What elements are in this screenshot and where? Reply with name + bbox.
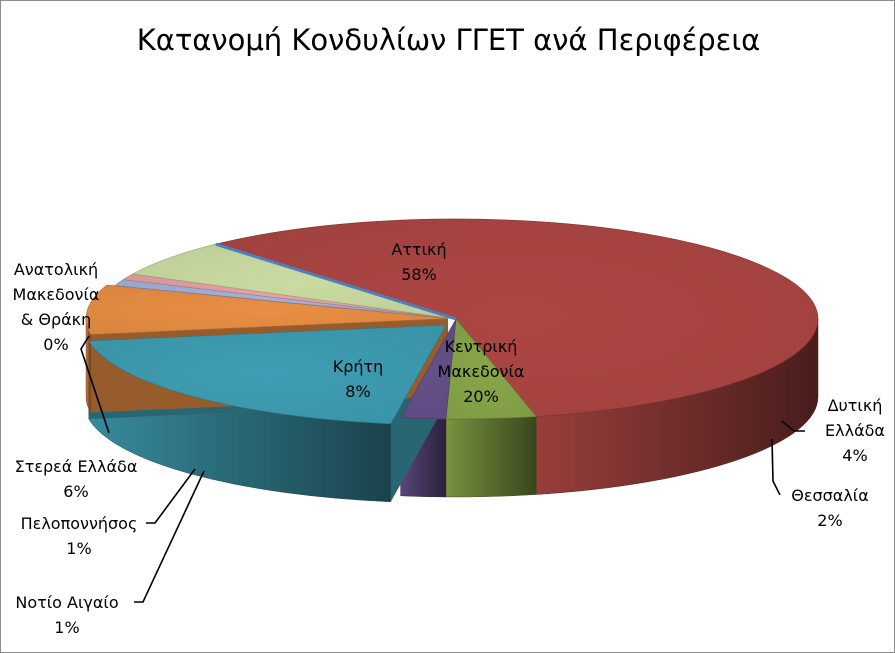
leader-lines [80, 335, 805, 603]
data-label-line: Ανατολική [14, 260, 98, 279]
leader-line-3 [146, 468, 196, 524]
leader-line-1 [771, 438, 781, 496]
data-label-line: Θεσσαλία [791, 486, 869, 505]
data-label-line: & Θράκη [21, 310, 91, 329]
data-label-line: 0% [43, 335, 68, 354]
leader-line-4 [80, 335, 110, 434]
data-labels: Αττική 58% Δυτική Ελλάδα 4% Θεσσαλία 2% Κεντρικ… [13, 240, 885, 637]
data-label-line: Νοτίο Αιγαίο [15, 593, 118, 612]
pie-top [85, 218, 819, 425]
data-label-line: Κρήτη [333, 357, 384, 376]
data-label-line: 2% [817, 511, 842, 530]
data-label-1: Δυτική Ελλάδα 4% [825, 396, 885, 465]
data-label-5: Νοτίο Αιγαίο 1% [15, 593, 118, 637]
pie-slice-3 [88, 324, 447, 425]
data-label-line: 58% [401, 265, 437, 284]
data-label-line: Πελοποννήσος [21, 514, 138, 533]
data-label-line: 4% [842, 446, 867, 465]
data-label-7: Στερεά Ελλάδα 6% [15, 457, 138, 501]
data-label-3: Κεντρική Μακεδονία 20% [438, 337, 525, 406]
pie-slice-0 [214, 218, 819, 417]
data-label-line: 1% [54, 618, 79, 637]
data-label-line: Κεντρική [445, 337, 518, 356]
data-label-2: Θεσσαλία 2% [791, 486, 869, 530]
leader-line-2 [134, 470, 205, 603]
data-label-line: Στερεά Ελλάδα [15, 457, 138, 476]
data-label-line: 1% [66, 539, 91, 558]
pie-slice-4 [85, 284, 449, 335]
data-label-8: Ανατολική Μακεδονία & Θράκη 0% [13, 260, 100, 354]
data-label-line: Ελλάδα [825, 421, 885, 440]
data-label-4: Κρήτη 8% [333, 357, 384, 401]
data-label-line: Αττική [391, 240, 446, 259]
data-label-line: Μακεδονία [13, 285, 100, 304]
data-label-6: Πελοποννήσος 1% [21, 514, 138, 558]
data-label-0: Αττική 58% [391, 240, 446, 284]
leader-line-0 [781, 420, 805, 432]
data-label-line: 20% [463, 387, 499, 406]
data-label-line: 6% [63, 482, 88, 501]
data-label-line: Μακεδονία [438, 362, 525, 381]
pie-side-1 [445, 416, 537, 498]
pie-slice-7 [131, 243, 457, 320]
data-label-line: Δυτική [828, 396, 883, 415]
data-label-line: 8% [345, 382, 370, 401]
pie-slice-8 [215, 242, 457, 321]
chart-title: Κατανομή Κονδυλίων ΓΓΕΤ ανά Περιφέρεια [136, 23, 761, 57]
pie-slice-2 [400, 318, 457, 420]
